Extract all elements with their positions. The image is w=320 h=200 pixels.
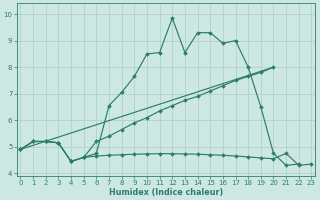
X-axis label: Humidex (Indice chaleur): Humidex (Indice chaleur) bbox=[109, 188, 223, 197]
